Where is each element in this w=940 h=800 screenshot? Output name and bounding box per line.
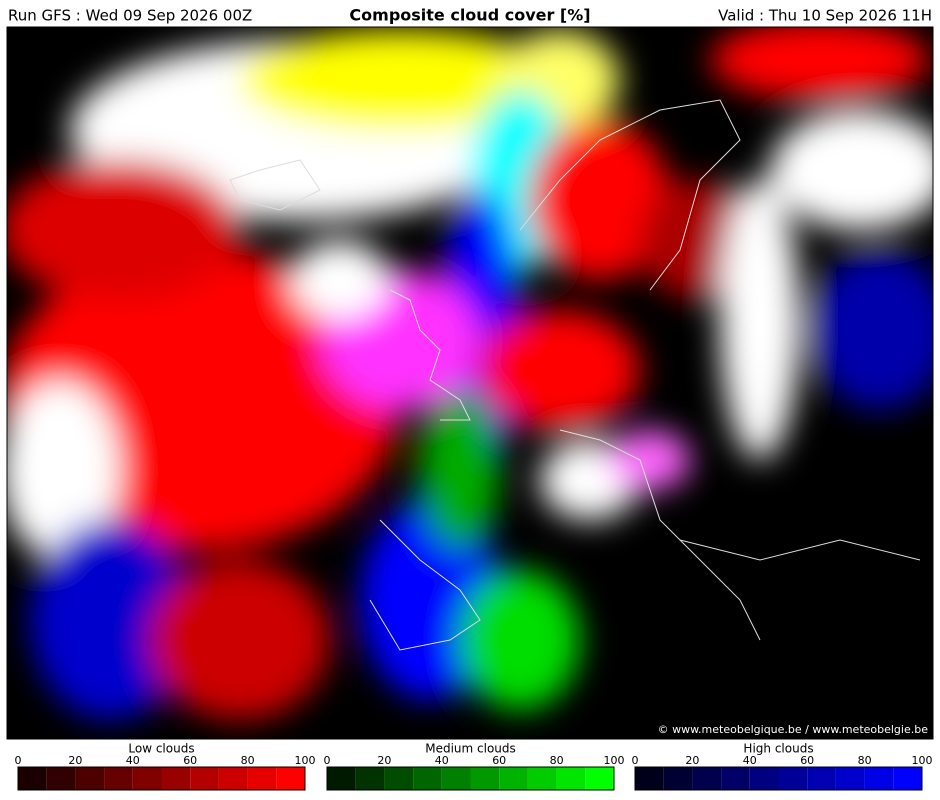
legend-swatch [635, 767, 664, 790]
legend-tick-label: 0 [324, 754, 331, 767]
legend-swatch [663, 767, 693, 790]
legend-swatch [46, 767, 76, 790]
valid-label: Valid : Thu 10 Sep 2026 11H [718, 7, 932, 25]
legend-swatch [161, 767, 191, 790]
legend-tick-label: 20 [68, 754, 82, 767]
legend-swatch [104, 767, 133, 790]
legend-frame [17, 766, 306, 791]
legend-title: Medium clouds [425, 742, 516, 756]
legend-tick-label: 60 [800, 754, 814, 767]
cloud-map [7, 27, 933, 739]
legend-swatch [807, 767, 836, 790]
legend-title: High clouds [743, 742, 813, 756]
legend-swatch [218, 767, 248, 790]
legend-swatch [692, 767, 722, 790]
legend-tick-label: 60 [492, 754, 506, 767]
legend-swatch [190, 767, 219, 790]
legend-swatch [499, 767, 528, 790]
map-title: Composite cloud cover [%] [349, 6, 590, 25]
legend-tick-label: 20 [685, 754, 699, 767]
legend-swatch [556, 767, 586, 790]
legend-swatch [413, 767, 442, 790]
credit: © www.meteobelgique.be / www.meteobelgie… [658, 723, 929, 736]
legend-swatch [327, 767, 356, 790]
legend-swatch [864, 767, 894, 790]
legend-swatch [835, 767, 865, 790]
legend-tick-label: 40 [126, 754, 140, 767]
legend-swatch [247, 767, 277, 790]
legend-swatch [18, 767, 47, 790]
legend-tick-label: 80 [550, 754, 564, 767]
legend-tick-label: 40 [743, 754, 757, 767]
legend-tick-label: 20 [377, 754, 391, 767]
legend-swatch [276, 767, 305, 790]
legend-tick-label: 80 [241, 754, 255, 767]
legend-swatch [527, 767, 557, 790]
legend-tick-label: 100 [295, 754, 316, 767]
legend-swatch [749, 767, 779, 790]
legend-swatch [384, 767, 414, 790]
legend-tick-label: 100 [604, 754, 625, 767]
map-frame [6, 26, 934, 740]
legend-frame [326, 766, 615, 791]
legend-tick-label: 60 [183, 754, 197, 767]
legend-tick-label: 40 [435, 754, 449, 767]
legend-swatch [778, 767, 808, 790]
legend-tick-label: 0 [15, 754, 22, 767]
legend-tick-label: 0 [632, 754, 639, 767]
legend-tick-label: 100 [912, 754, 933, 767]
run-label: Run GFS : Wed 09 Sep 2026 00Z [8, 7, 252, 25]
legend-swatch [721, 767, 750, 790]
legend-swatch [585, 767, 614, 790]
cloud-field [7, 27, 933, 720]
legend-swatch [441, 767, 471, 790]
legend-swatch [75, 767, 105, 790]
legend-swatch [470, 767, 500, 790]
legend-swatch [132, 767, 162, 790]
coastlines [229, 99, 921, 651]
legend-swatch [355, 767, 385, 790]
legend-frame [634, 766, 923, 791]
legend-swatch [893, 767, 922, 790]
legend-tick-label: 80 [858, 754, 872, 767]
legend-title: Low clouds [128, 742, 194, 756]
